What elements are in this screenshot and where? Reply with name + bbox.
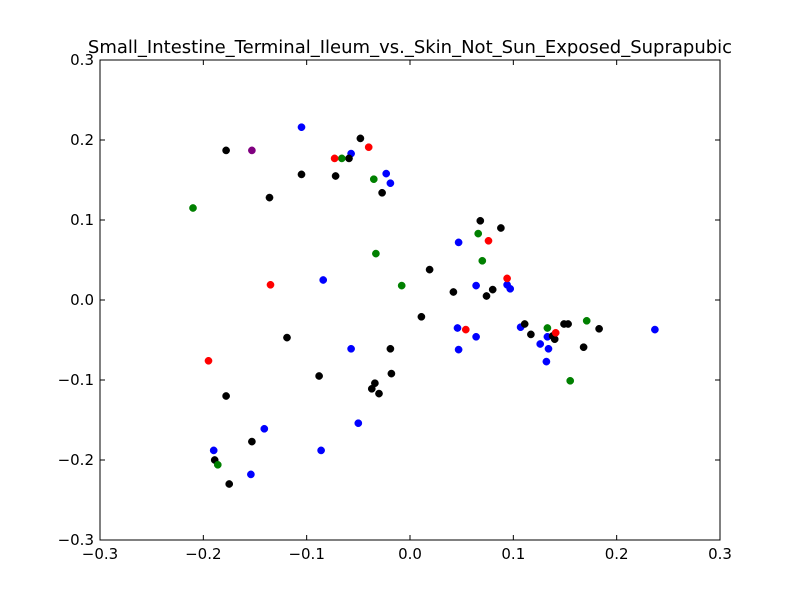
scatter-point: [382, 169, 391, 178]
scatter-point: [386, 344, 395, 353]
scatter-point: [345, 154, 353, 163]
scatter-point: [222, 146, 230, 155]
y-tick-label: 0.2: [70, 131, 94, 149]
scatter-point: [482, 292, 491, 300]
scatter-point: [367, 384, 376, 393]
scatter-point: [595, 324, 603, 333]
scatter-point: [520, 320, 529, 328]
y-tick-label: 0.3: [70, 51, 94, 69]
x-tick-label: 0.2: [605, 545, 629, 563]
scatter-point: [222, 392, 230, 400]
scatter-point: [551, 328, 560, 337]
scatter-point: [454, 238, 463, 247]
scatter-point: [472, 281, 480, 290]
x-tick-label: −0.2: [185, 545, 221, 563]
scatter-point: [497, 224, 505, 232]
scatter-point: [372, 249, 380, 258]
scatter-point: [317, 446, 325, 455]
scatter-point: [386, 179, 395, 188]
scatter-point: [449, 288, 458, 296]
scatter-point: [364, 143, 373, 152]
y-tick-label: −0.3: [58, 531, 94, 549]
scatter-point: [356, 134, 365, 143]
scatter-point: [297, 123, 306, 132]
scatter-point: [319, 276, 328, 284]
scatter-point: [582, 316, 591, 325]
scatter-point: [478, 256, 487, 265]
scatter-point: [425, 265, 434, 274]
scatter-point: [265, 193, 274, 202]
x-tick-label: −0.1: [288, 545, 324, 563]
x-tick-label: −0.3: [82, 545, 118, 563]
x-tick-label: 0.3: [708, 545, 732, 563]
scatter-point: [474, 229, 483, 238]
scatter-point: [297, 170, 306, 179]
scatter-point: [453, 324, 462, 332]
scatter-point: [387, 369, 396, 378]
scatter-point: [566, 376, 575, 385]
x-tick-label: 0.1: [501, 545, 525, 563]
scatter-point: [369, 175, 378, 184]
scatter-point: [506, 284, 515, 293]
scatter-point: [213, 460, 222, 469]
scatter-point: [527, 330, 535, 339]
scatter-point: [337, 154, 346, 163]
scatter-point: [476, 216, 485, 225]
scatter-point: [209, 446, 218, 455]
y-tick-label: 0.0: [70, 291, 94, 309]
x-tick-label: 0.0: [398, 545, 422, 563]
scatter-point: [484, 236, 493, 245]
scatter-point: [248, 437, 256, 446]
scatter-point: [543, 324, 552, 332]
scatter-point: [544, 344, 553, 353]
scatter-point: [354, 419, 363, 428]
scatter-point: [248, 146, 256, 155]
y-tick-label: 0.1: [70, 211, 94, 229]
scatter-point: [536, 340, 545, 348]
scatter-point: [503, 274, 511, 283]
scatter-point: [564, 320, 572, 328]
scatter-point: [461, 325, 470, 334]
scatter-point: [247, 470, 255, 479]
scatter-point: [651, 325, 659, 334]
plot-frame: [99, 59, 721, 541]
chart-title: Small_Intestine_Terminal_Ileum_vs._Skin_…: [88, 37, 732, 58]
scatter-point: [204, 356, 213, 365]
scatter-point: [266, 280, 275, 289]
scatter-point: [579, 343, 588, 352]
scatter-point: [330, 154, 339, 163]
scatter-point: [315, 372, 323, 380]
scatter-point: [550, 335, 559, 344]
scatter-point: [417, 312, 426, 321]
points-layer: [189, 123, 659, 488]
scatter-point: [347, 344, 355, 353]
scatter-point: [488, 285, 497, 294]
scatter-point: [375, 389, 383, 398]
scatter-point: [331, 172, 340, 180]
scatter-point: [189, 204, 197, 212]
scatter-point: [378, 188, 386, 197]
scatter-point: [542, 357, 551, 366]
scatter-point: [225, 480, 234, 488]
y-tick-label: −0.1: [58, 371, 94, 389]
scatter-point: [283, 333, 291, 342]
scatter-point: [454, 345, 463, 354]
scatter-point: [260, 424, 269, 433]
y-tick-label: −0.2: [58, 451, 94, 469]
scatter-point: [397, 281, 406, 290]
scatter-point: [472, 332, 480, 341]
